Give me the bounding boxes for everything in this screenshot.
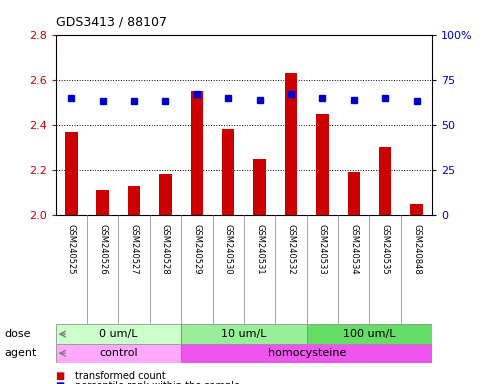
Bar <box>411 204 423 215</box>
Bar <box>222 129 235 215</box>
Text: GSM240531: GSM240531 <box>255 224 264 275</box>
Text: GDS3413 / 88107: GDS3413 / 88107 <box>56 15 167 28</box>
Text: ■: ■ <box>56 371 65 381</box>
Text: GSM240525: GSM240525 <box>67 224 76 274</box>
Bar <box>159 174 172 215</box>
Bar <box>65 132 78 215</box>
Text: GSM240526: GSM240526 <box>98 224 107 275</box>
Text: GSM240532: GSM240532 <box>286 224 296 275</box>
Text: control: control <box>99 348 138 358</box>
Text: GSM240530: GSM240530 <box>224 224 233 275</box>
Bar <box>348 172 360 215</box>
Text: dose: dose <box>5 329 31 339</box>
Text: 10 um/L: 10 um/L <box>221 329 267 339</box>
Text: transformed count: transformed count <box>75 371 166 381</box>
Bar <box>128 186 141 215</box>
Text: 0 um/L: 0 um/L <box>99 329 138 339</box>
Text: percentile rank within the sample: percentile rank within the sample <box>75 381 240 384</box>
Bar <box>56 344 181 363</box>
Text: GSM240534: GSM240534 <box>349 224 358 275</box>
Text: homocysteine: homocysteine <box>268 348 346 358</box>
Bar <box>285 73 298 215</box>
Text: GSM240848: GSM240848 <box>412 224 421 275</box>
Bar <box>181 344 432 363</box>
Bar <box>307 324 432 344</box>
Bar <box>181 324 307 344</box>
Text: GSM240529: GSM240529 <box>192 224 201 274</box>
Bar <box>316 114 329 215</box>
Text: GSM240528: GSM240528 <box>161 224 170 275</box>
Bar <box>253 159 266 215</box>
Bar <box>190 91 203 215</box>
Bar <box>379 147 391 215</box>
Text: GSM240527: GSM240527 <box>129 224 139 275</box>
Text: GSM240533: GSM240533 <box>318 224 327 275</box>
Text: agent: agent <box>5 348 37 358</box>
Text: 100 um/L: 100 um/L <box>343 329 396 339</box>
Text: GSM240535: GSM240535 <box>381 224 390 275</box>
Text: ■: ■ <box>56 381 65 384</box>
Bar <box>97 190 109 215</box>
Bar <box>56 324 181 344</box>
